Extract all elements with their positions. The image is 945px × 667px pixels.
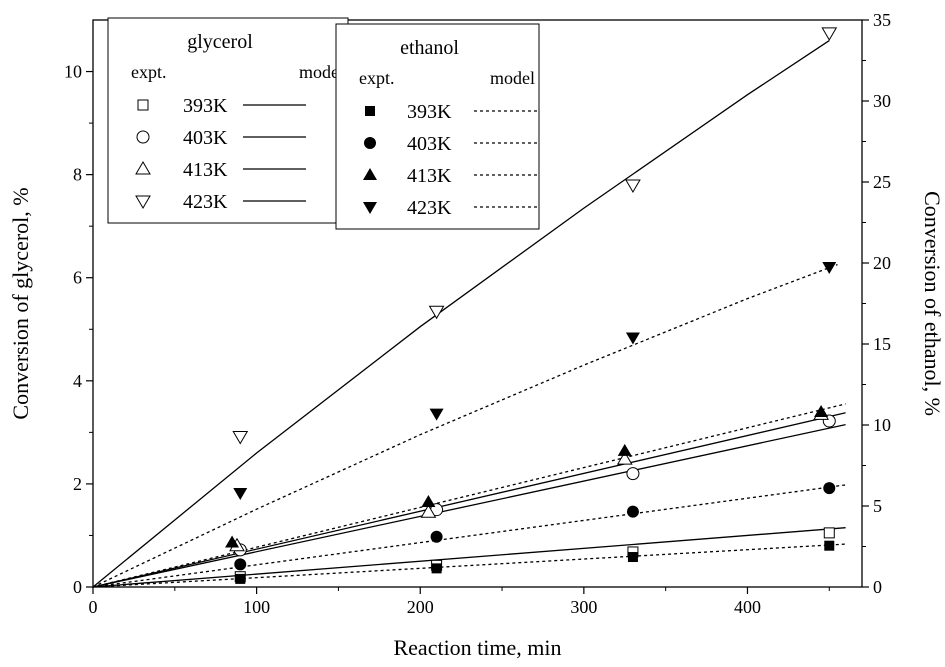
y-left-tick-label: 0 (73, 577, 82, 597)
legend-glycerol: glycerol expt. model 393K 403K 413K 423K (107, 17, 349, 224)
data-point-ethanol-393K-3 (824, 540, 835, 551)
legend-marker-413K (363, 168, 377, 180)
legend-marker-393K (365, 106, 375, 116)
legend-label: 393K (183, 95, 228, 117)
data-point-glycerol-413K-1 (420, 504, 437, 518)
y-left-tick-label: 2 (73, 474, 82, 494)
legend-marker-393K (137, 99, 149, 111)
legend-marker-413K (135, 161, 151, 175)
data-point-ethanol-393K-0 (235, 573, 246, 584)
data-point-ethanol-423K-0 (233, 488, 248, 501)
data-point-ethanol-393K-1 (431, 563, 442, 574)
data-point-ethanol-403K-2 (626, 505, 639, 518)
model-line-ethanol-403K (92, 484, 846, 588)
legend-label: 403K (407, 133, 452, 155)
y-right-tick-label: 0 (873, 577, 882, 597)
model-line-ethanol-393K (92, 543, 846, 588)
y-axis-left-title: Conversion of glycerol, % (8, 187, 33, 419)
legend-col-model: model (299, 62, 344, 82)
y-right-tick-label: 5 (873, 496, 882, 516)
y-right-tick-label: 35 (873, 10, 891, 30)
legend-box (335, 23, 540, 230)
legend-marker-423K (135, 195, 151, 209)
y-right-tick-label: 15 (873, 334, 891, 354)
y-right-tick-label: 25 (873, 172, 891, 192)
x-tick-label: 300 (570, 597, 597, 617)
legend-col-expt: expt. (359, 68, 395, 88)
data-point-ethanol-413K-0 (225, 535, 240, 548)
data-point-glycerol-403K-2 (626, 467, 640, 481)
legend-marker-403K (364, 137, 376, 149)
y-left-tick-label: 10 (64, 62, 82, 82)
y-right-tick-label: 20 (873, 253, 891, 273)
data-point-glycerol-423K-1 (428, 305, 445, 320)
data-point-ethanol-423K-2 (625, 332, 640, 345)
x-tick-label: 400 (734, 597, 761, 617)
data-point-ethanol-413K-3 (814, 405, 829, 418)
model-line-glycerol-393K (92, 527, 846, 588)
legend-label: 403K (183, 127, 228, 149)
data-point-ethanol-393K-2 (627, 552, 638, 563)
x-tick-label: 100 (243, 597, 270, 617)
model-line-glycerol-413K (92, 412, 846, 588)
legend-label: 423K (183, 191, 228, 213)
data-markers (225, 27, 838, 584)
data-point-glycerol-423K-3 (821, 27, 838, 41)
legend-label: 413K (183, 159, 228, 181)
data-point-glycerol-423K-2 (625, 179, 641, 193)
x-tick-label: 200 (407, 597, 434, 617)
x-axis-title: Reaction time, min (393, 635, 561, 660)
model-line-glycerol-403K (92, 423, 846, 588)
legend-label: 413K (407, 165, 452, 187)
y-left-tick-label: 8 (73, 165, 82, 185)
data-point-ethanol-423K-3 (822, 262, 837, 275)
legend-marker-403K (136, 130, 150, 144)
y-left-tick-label: 4 (73, 371, 82, 391)
data-point-ethanol-413K-1 (421, 494, 436, 507)
model-lines (92, 40, 846, 588)
data-point-ethanol-413K-2 (617, 443, 632, 456)
data-point-ethanol-403K-1 (430, 530, 443, 543)
legend-label: 393K (407, 101, 452, 123)
legend-label: 423K (407, 197, 452, 219)
data-point-glycerol-413K-2 (616, 451, 633, 465)
y-left-tick-label: 6 (73, 268, 82, 288)
data-point-glycerol-423K-0 (232, 430, 249, 445)
model-line-glycerol-423K (92, 40, 830, 588)
y-axis-right-title: Conversion of ethanol, % (920, 191, 945, 416)
data-point-ethanol-403K-0 (234, 558, 247, 571)
legend-col-model: model (490, 68, 535, 88)
model-line-ethanol-423K (92, 263, 838, 588)
legend-title: ethanol (400, 37, 459, 59)
legend-col-expt: expt. (131, 62, 167, 82)
model-line-ethanol-413K (92, 403, 846, 588)
legend-marker-423K (363, 202, 377, 214)
legend-title: glycerol (187, 31, 253, 53)
data-point-ethanol-403K-3 (823, 482, 836, 495)
x-tick-label: 0 (89, 597, 98, 617)
y-right-tick-label: 10 (873, 415, 891, 435)
legend-box (107, 17, 349, 224)
y-right-tick-label: 30 (873, 91, 891, 111)
data-point-ethanol-423K-1 (429, 408, 444, 421)
data-point-glycerol-393K-3 (823, 527, 835, 539)
